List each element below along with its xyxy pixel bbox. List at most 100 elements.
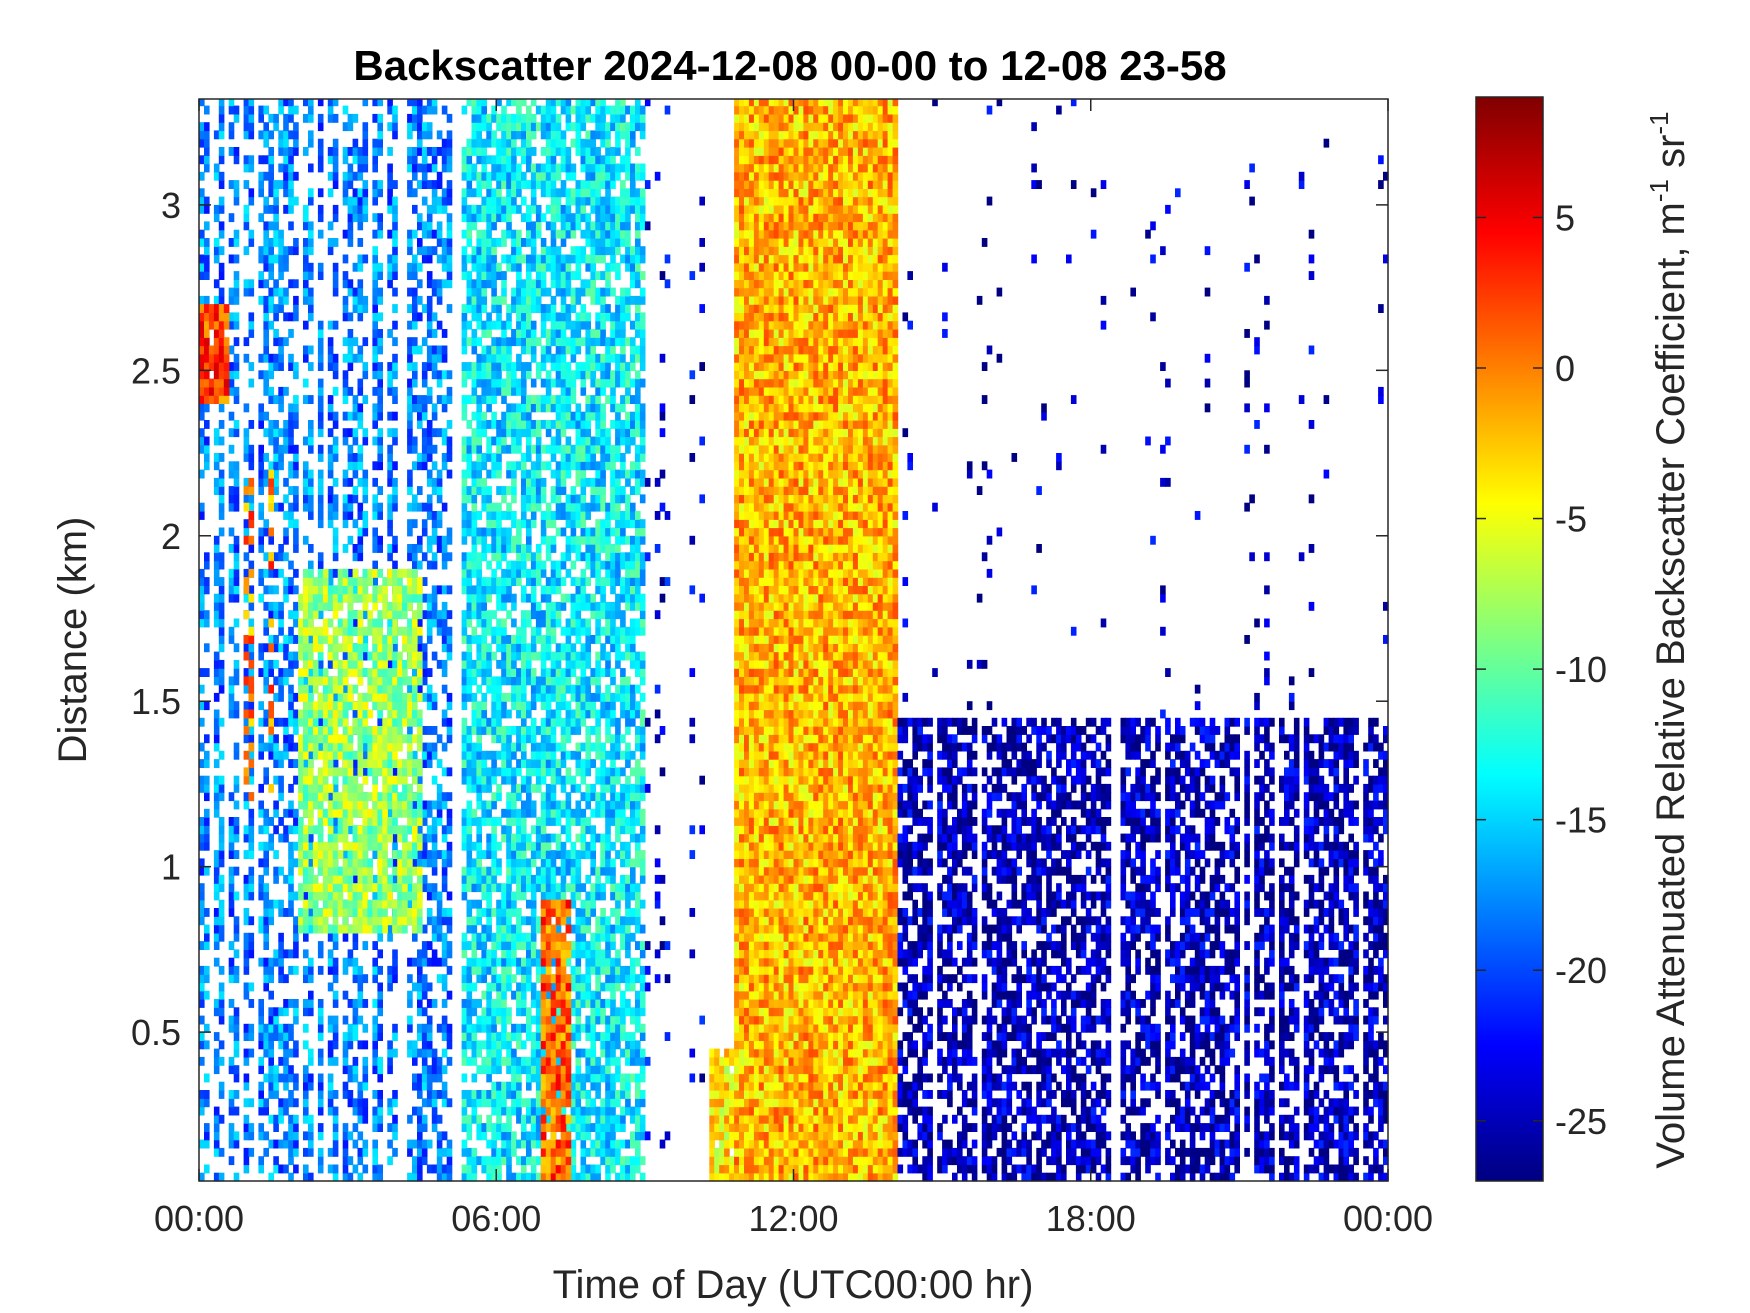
heatmap-cell — [436, 254, 443, 264]
heatmap-cell — [233, 337, 240, 347]
heatmap-cell — [288, 155, 294, 165]
heatmap-cell — [441, 155, 448, 165]
heatmap-cell — [412, 676, 418, 686]
heatmap-cell — [511, 544, 517, 553]
heatmap-cell — [496, 932, 502, 942]
heatmap-cell — [481, 924, 487, 934]
heatmap-cell — [417, 238, 423, 247]
heatmap-cell — [303, 1147, 309, 1157]
heatmap-cell — [501, 949, 507, 959]
heatmap-cell — [258, 643, 264, 653]
heatmap-cell — [213, 1032, 220, 1041]
heatmap-cell — [293, 585, 299, 595]
heatmap-cell — [204, 775, 210, 785]
heatmap-cell — [377, 544, 383, 553]
heatmap-cell — [501, 941, 507, 950]
heatmap-cell — [461, 320, 468, 330]
heatmap-cell — [278, 783, 284, 793]
heatmap-cell — [288, 486, 294, 495]
heatmap-cell — [486, 1023, 492, 1033]
heatmap-cell — [501, 568, 507, 578]
heatmap-cell — [362, 858, 369, 868]
heatmap-cell — [501, 147, 507, 156]
heatmap-cell — [491, 544, 497, 553]
heatmap-cell — [342, 511, 349, 520]
heatmap-cell — [199, 122, 205, 132]
heatmap-cell — [317, 833, 324, 843]
heatmap-cell — [312, 601, 319, 611]
heatmap-cell — [491, 817, 497, 826]
heatmap-cell — [397, 792, 403, 802]
heatmap-cell — [312, 726, 319, 735]
heatmap-region — [461, 99, 646, 1182]
heatmap-cell — [421, 155, 428, 165]
heatmap-cell — [332, 370, 339, 380]
heatmap-cell — [352, 461, 359, 471]
heatmap-cell — [317, 502, 324, 512]
heatmap-cell — [303, 734, 309, 744]
heatmap-cell — [204, 163, 210, 173]
heatmap-cell — [431, 329, 438, 338]
heatmap-cell — [446, 965, 453, 975]
heatmap-cell — [491, 610, 497, 620]
heatmap-cell — [218, 858, 225, 868]
heatmap-cell — [258, 1156, 264, 1166]
heatmap-cell — [486, 502, 492, 512]
heatmap-cell — [248, 122, 255, 132]
heatmap-cell — [372, 701, 378, 711]
heatmap-cell — [308, 1172, 314, 1182]
heatmap-cell — [387, 461, 393, 471]
heatmap-cell — [273, 196, 279, 206]
heatmap-cell — [486, 420, 492, 429]
heatmap-cell — [506, 850, 512, 859]
heatmap-cell — [357, 643, 364, 653]
heatmap-cell — [466, 362, 473, 371]
heatmap-cell — [387, 709, 393, 719]
heatmap-cell — [263, 527, 269, 537]
heatmap-cell — [263, 246, 269, 256]
heatmap-cell — [233, 188, 240, 198]
heatmap-cell — [372, 759, 378, 768]
heatmap-cell — [199, 370, 205, 380]
heatmap-cell — [258, 825, 264, 835]
heatmap-cell — [466, 527, 473, 537]
heatmap-cell — [337, 800, 344, 810]
heatmap-cell — [243, 957, 250, 967]
heatmap-cell — [288, 1098, 294, 1108]
heatmap-cell — [421, 1114, 428, 1124]
heatmap-cell — [421, 817, 428, 826]
heatmap-cell — [377, 271, 383, 280]
heatmap-cell — [268, 155, 274, 165]
heatmap-cell — [362, 742, 369, 752]
heatmap-cell — [412, 122, 418, 132]
heatmap-cell — [417, 651, 423, 661]
heatmap-cell — [273, 1164, 279, 1174]
heatmap-cell — [496, 883, 502, 893]
heatmap-cell — [228, 957, 235, 967]
heatmap-cell — [263, 965, 269, 975]
heatmap-cell — [476, 1156, 482, 1166]
heatmap-cell — [516, 577, 522, 586]
heatmap-cell — [421, 874, 428, 884]
heatmap-cell — [372, 1065, 378, 1075]
heatmap-cell — [511, 742, 517, 752]
heatmap-cell — [243, 279, 250, 289]
heatmap-cell — [491, 965, 497, 975]
heatmap-cell — [402, 759, 408, 768]
heatmap-cell — [407, 742, 413, 752]
heatmap-cell — [228, 701, 235, 711]
heatmap-cell — [481, 304, 487, 313]
heatmap-cell — [511, 386, 517, 396]
heatmap-cell — [506, 825, 512, 835]
heatmap-cell — [481, 949, 487, 959]
heatmap-cell — [486, 155, 492, 165]
heatmap-cell — [293, 411, 299, 421]
heatmap-cell — [417, 221, 423, 231]
heatmap-cell — [417, 122, 423, 132]
heatmap-cell — [441, 850, 448, 859]
heatmap-cell — [268, 990, 274, 1000]
heatmap-cell — [337, 750, 344, 760]
heatmap-cell — [243, 750, 250, 760]
heatmap-cell — [263, 130, 269, 140]
heatmap-cell — [248, 643, 255, 653]
